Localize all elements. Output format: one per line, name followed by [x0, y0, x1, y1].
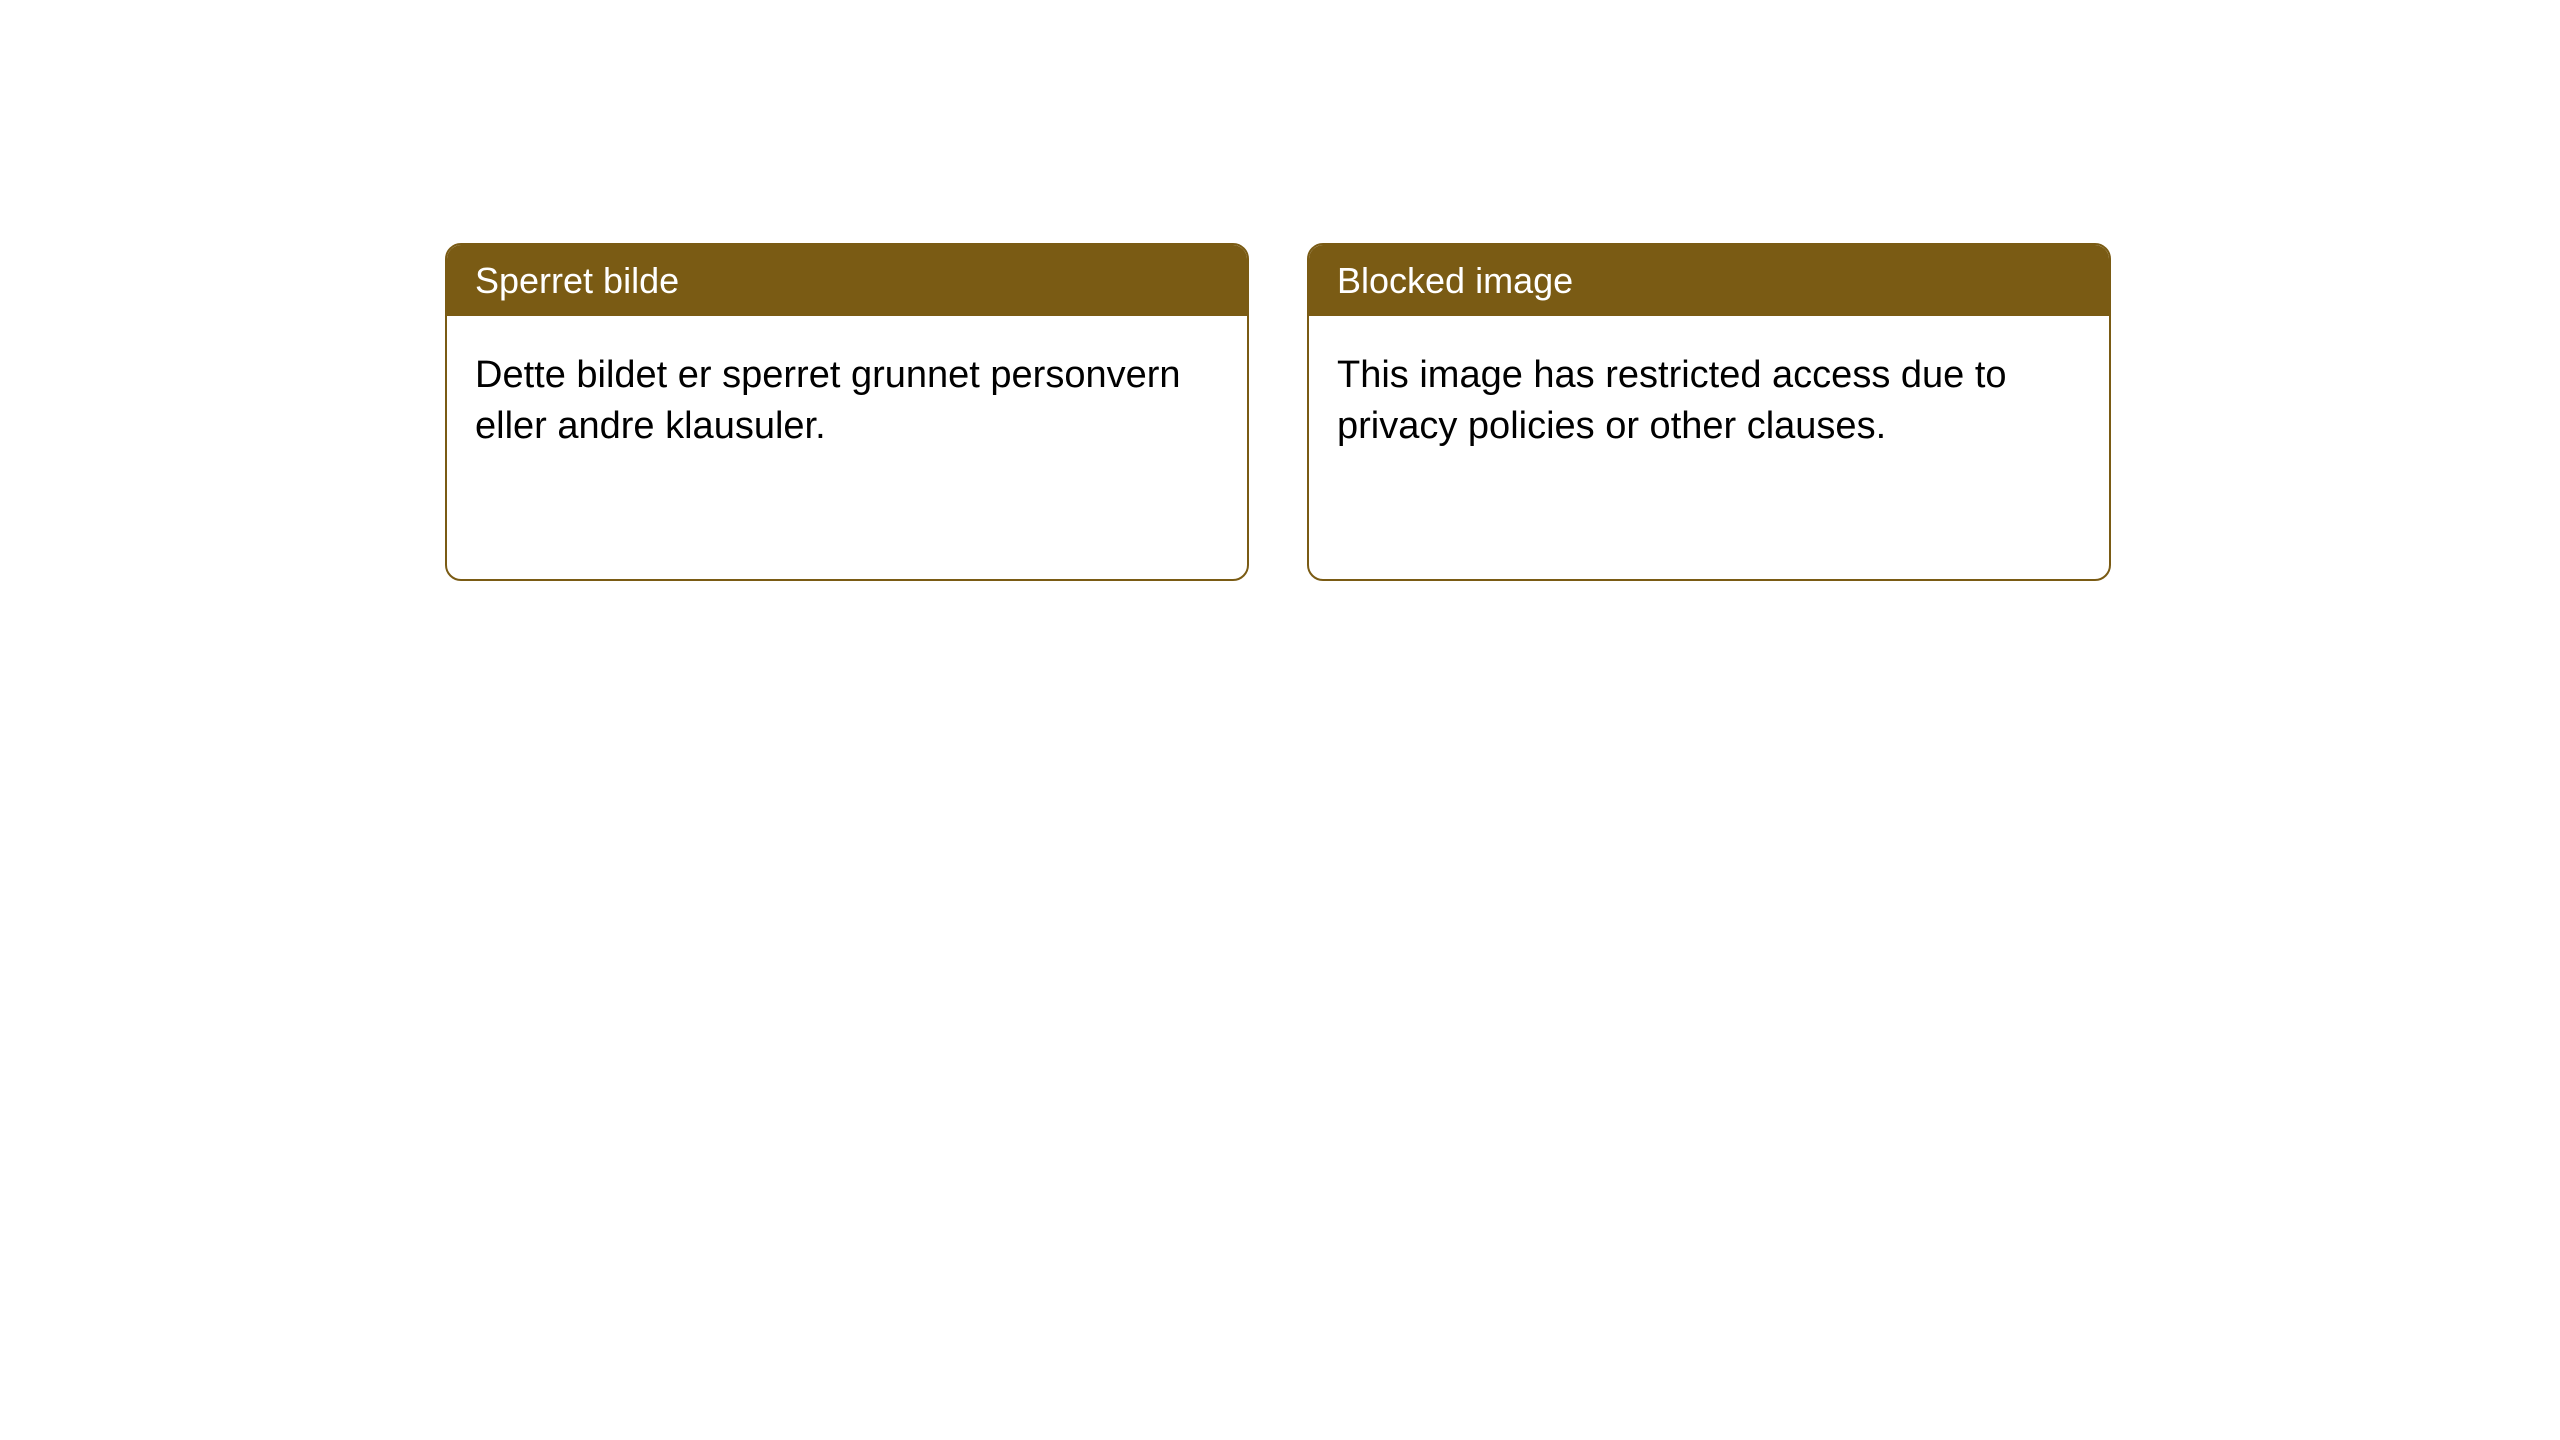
card-body: Dette bildet er sperret grunnet personve…	[447, 316, 1247, 487]
card-message: This image has restricted access due to …	[1337, 354, 2007, 447]
card-container: Sperret bilde Dette bildet er sperret gr…	[445, 243, 2111, 581]
card-header: Blocked image	[1309, 245, 2109, 316]
card-header: Sperret bilde	[447, 245, 1247, 316]
blocked-image-card-no: Sperret bilde Dette bildet er sperret gr…	[445, 243, 1249, 581]
card-title: Sperret bilde	[475, 260, 679, 301]
card-message: Dette bildet er sperret grunnet personve…	[475, 354, 1181, 447]
blocked-image-card-en: Blocked image This image has restricted …	[1307, 243, 2111, 581]
card-body: This image has restricted access due to …	[1309, 316, 2109, 487]
card-title: Blocked image	[1337, 260, 1573, 301]
